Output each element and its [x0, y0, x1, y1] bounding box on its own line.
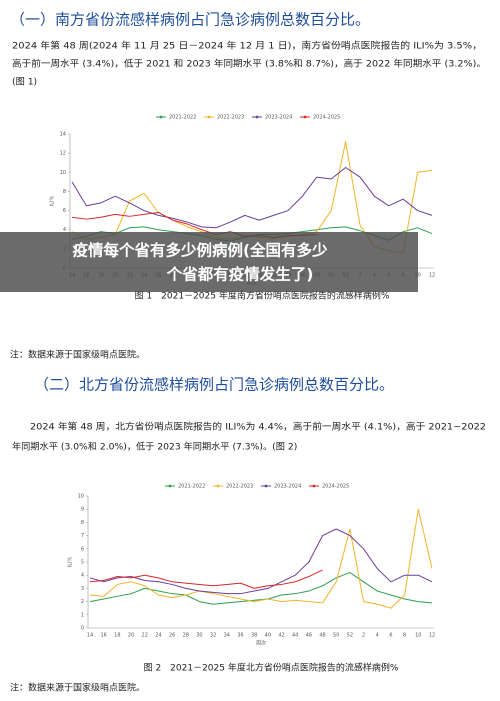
paragraph-line: 2024 年第 48 周(2024 年 11 月 25 日－2024 年 12 … [12, 40, 482, 52]
y-tick-label: 0 [81, 626, 84, 632]
section-heading: （二）北方省份流感样病例占门急诊病例总数百分比。 [34, 376, 394, 394]
x-tick-label: 28 [183, 633, 189, 639]
legend-dot [207, 115, 211, 119]
x-tick-label: 20 [128, 633, 134, 639]
legend-dot [168, 484, 172, 488]
paragraph-line: 高于前一周水平 (3.4%)，低于 2021 和 2023 年同期水平 (3.8… [12, 58, 486, 70]
x-tick-label: 36 [237, 633, 243, 639]
x-tick-label: 34 [224, 633, 230, 639]
series-line [89, 508, 433, 609]
legend-dot [255, 115, 259, 119]
legend-dot [264, 484, 268, 488]
legend-label: 2024-2025 [313, 115, 340, 121]
y-tick-label: 10 [60, 170, 66, 176]
note: 注：数据来源于国家级哨点医院。 [10, 349, 145, 361]
x-tick-label: 38 [251, 633, 257, 639]
legend-label: 2021-2022 [178, 484, 205, 490]
x-tick-label: 48 [319, 633, 325, 639]
y-tick-label: 9 [81, 507, 84, 513]
y-tick-label: 14 [60, 132, 66, 138]
x-tick-label: 4 [376, 633, 379, 639]
overlay-band [0, 232, 418, 292]
x-tick-label: 50 [333, 633, 339, 639]
legend-dot [303, 115, 307, 119]
legend-label: 2022-2023 [217, 115, 244, 121]
paragraph-line: 年同期水平 (3.0%和 2.0%)，低于 2023 年同期水平 (7.3%)。… [12, 441, 297, 453]
series-line [89, 572, 433, 605]
series-line [71, 167, 433, 229]
overlay-title: 个省都有疫情发生了) [166, 265, 314, 284]
y-tick-label: 3 [81, 586, 84, 592]
x-tick-label: 44 [292, 633, 298, 639]
section-heading: （一）南方省份流感样病例占门急诊病例总数百分比。 [10, 11, 370, 29]
note: 注：数据来源于国家级哨点医院。 [10, 682, 145, 694]
x-tick-label: 14 [87, 633, 93, 639]
figure-caption: 图 2 2021－2025 年度北方省份哨点医院报告的流感样病例% [144, 662, 399, 674]
y-tick-label: 12 [60, 151, 66, 157]
legend-label: 2023-2024 [265, 115, 292, 121]
y-tick-label: 6 [63, 208, 66, 214]
legend-dot [312, 484, 316, 488]
y-tick-label: 5 [81, 560, 84, 566]
x-tick-label: 22 [142, 633, 148, 639]
x-tick-label: 2 [362, 633, 365, 639]
y-axis-label: ILI% [50, 196, 56, 207]
overlay-title: 疫情每个省有多少例病例(全国有多少 [72, 241, 328, 260]
x-tick-label: 12 [429, 273, 435, 279]
x-tick-label: 26 [169, 633, 175, 639]
y-tick-label: 4 [81, 573, 84, 579]
y-tick-label: 10 [78, 494, 84, 500]
x-tick-label: 32 [210, 633, 216, 639]
x-tick-label: 6 [389, 633, 392, 639]
x-tick-label: 18 [114, 633, 120, 639]
x-tick-label: 52 [347, 633, 353, 639]
x-tick-label: 8 [403, 633, 406, 639]
y-tick-label: 1 [81, 612, 84, 618]
series-line [89, 528, 433, 595]
x-tick-label: 12 [429, 633, 435, 639]
legend-dot [216, 484, 220, 488]
legend-label: 2022-2023 [226, 484, 253, 490]
x-axis-label: 周次 [256, 640, 266, 647]
legend-label: 2024-2025 [322, 484, 349, 490]
y-tick-label: 6 [81, 546, 84, 552]
y-tick-label: 8 [81, 520, 84, 526]
legend-label: 2021-2022 [169, 115, 196, 121]
y-axis-label: ILI% [68, 557, 74, 568]
x-tick-label: 10 [415, 633, 421, 639]
y-tick-label: 2 [81, 599, 84, 605]
y-tick-label: 8 [63, 189, 66, 195]
legend-dot [159, 115, 163, 119]
x-tick-label: 42 [278, 633, 284, 639]
x-tick-label: 40 [265, 633, 271, 639]
x-tick-label: 16 [100, 633, 106, 639]
paragraph-line: (图 1) [12, 77, 37, 88]
x-tick-label: 30 [196, 633, 202, 639]
series-line [89, 569, 323, 589]
legend-label: 2023-2024 [274, 484, 301, 490]
x-tick-label: 24 [155, 633, 161, 639]
y-tick-label: 4 [63, 227, 66, 233]
figure-caption: 图 1 2021－2025 年度南方省份哨点医院报告的流感样病例% [135, 290, 390, 302]
paragraph-line: 2024 年第 48 周，北方省份哨点医院报告的 ILI%为 4.4%，高于前一… [30, 421, 486, 433]
y-tick-label: 7 [81, 533, 84, 539]
x-tick-label: 46 [306, 633, 312, 639]
